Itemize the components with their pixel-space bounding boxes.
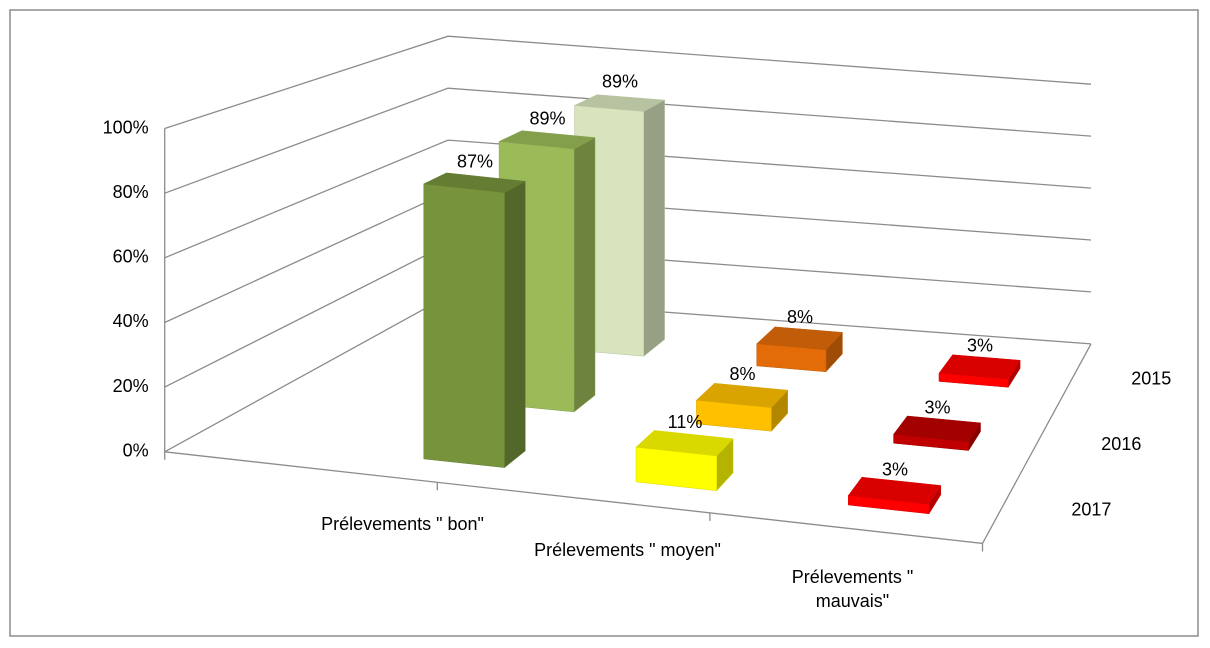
y-tick-label: 0% — [123, 441, 149, 461]
grid-line — [164, 139, 1092, 259]
depth-label: 2015 — [1131, 368, 1171, 388]
bar — [635, 430, 734, 492]
y-tick-label: 20% — [113, 376, 149, 396]
bar-front — [938, 372, 1009, 388]
depth-label: 2016 — [1101, 434, 1141, 454]
bar-side — [504, 180, 526, 469]
bar — [695, 383, 789, 432]
value-label: 3% — [967, 336, 993, 356]
value-label: 3% — [882, 459, 908, 479]
x-tick-label: Prélevements " bon" — [321, 514, 484, 534]
bar-front — [893, 434, 969, 451]
y-tick-label: 100% — [103, 117, 149, 137]
bar-front — [423, 183, 505, 468]
bar-front — [848, 495, 930, 515]
value-label: 89% — [529, 108, 565, 128]
grid-line — [164, 35, 1092, 130]
bar-front — [635, 446, 717, 491]
value-label: 11% — [668, 412, 703, 432]
bar — [756, 326, 843, 373]
value-label: 87% — [457, 151, 493, 171]
bar — [847, 476, 942, 515]
bar — [893, 415, 981, 452]
bar-side — [643, 99, 665, 357]
bar — [422, 172, 527, 469]
x-tick-label: Prélevements " moyen" — [534, 540, 721, 561]
x-tick-label: Prélevements " mauvais" — [791, 566, 914, 611]
bar-front — [756, 343, 827, 373]
value-label: 8% — [787, 307, 813, 327]
y-tick-label: 80% — [113, 182, 149, 202]
floor-edge — [164, 343, 1092, 545]
depth-label: 2017 — [1071, 500, 1111, 520]
value-label: 3% — [924, 397, 950, 417]
grid-line — [164, 87, 1092, 194]
value-label: 89% — [602, 72, 638, 92]
value-label: 8% — [729, 364, 755, 384]
bar — [938, 354, 1021, 389]
bar-front — [696, 399, 772, 432]
y-tick-label: 60% — [113, 247, 149, 267]
y-tick-label: 40% — [113, 311, 149, 331]
bar-side — [573, 137, 596, 413]
